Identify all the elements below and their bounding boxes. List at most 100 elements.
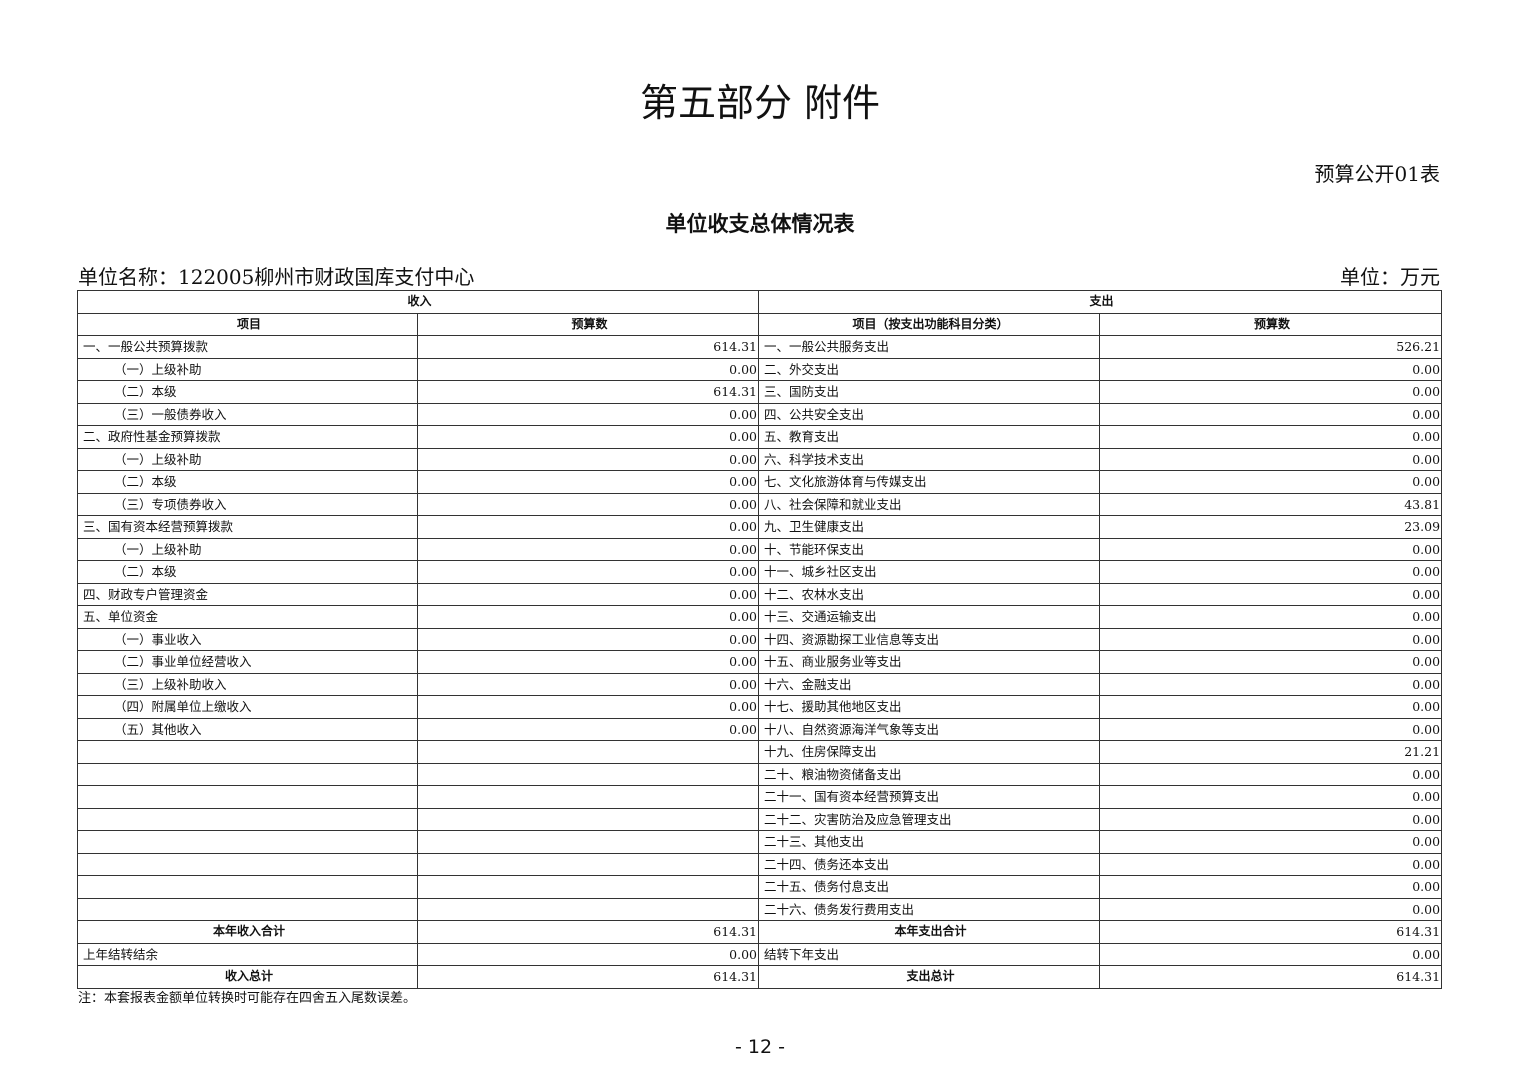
- expense-item: 二十一、国有资本经营预算支出: [758, 785, 1101, 809]
- expense-item: 七、文化旅游体育与传媒支出: [758, 470, 1101, 494]
- expense-budget: 0.00: [1099, 470, 1443, 494]
- expense-item: 十二、农林水支出: [758, 582, 1101, 606]
- expense-item: 十九、住房保障支出: [758, 740, 1101, 764]
- expense-budget: 0.00: [1099, 672, 1443, 696]
- income-budget: 0.00: [416, 402, 760, 426]
- income-budget: [416, 897, 760, 921]
- income-item: 四、财政专户管理资金: [77, 582, 418, 606]
- expense-budget: 0.00: [1099, 852, 1443, 876]
- expense-item: 二十四、债务还本支出: [758, 852, 1101, 876]
- expense-budget: 0.00: [1099, 537, 1443, 561]
- expense-budget: 0.00: [1099, 807, 1443, 831]
- income-item: [77, 897, 418, 921]
- expense-budget: 0.00: [1099, 897, 1443, 921]
- expense-item: 十、节能环保支出: [758, 537, 1101, 561]
- table-row: 二十五、债务付息支出 0.00: [77, 875, 1443, 899]
- income-header: 收入: [76, 290, 760, 314]
- expense-budget: 0.00: [1099, 650, 1443, 674]
- expense-item: 四、公共安全支出: [758, 402, 1101, 426]
- expense-budget: 23.09: [1099, 515, 1443, 539]
- table-row: （一）上级补助 0.00 十、节能环保支出 0.00: [77, 537, 1443, 561]
- expense-item: 三、国防支出: [758, 380, 1101, 404]
- carry-in-label: 上年结转结余: [77, 942, 418, 966]
- expense-item: 九、卫生健康支出: [758, 515, 1101, 539]
- expense-item: 八、社会保障和就业支出: [758, 492, 1101, 516]
- table-row: 二十、粮油物资储备支出 0.00: [77, 762, 1443, 786]
- carry-in-value: 0.00: [416, 942, 760, 966]
- income-item: （二）本级: [77, 380, 418, 404]
- income-item: （一）上级补助: [77, 537, 418, 561]
- expense-item: 二十三、其他支出: [758, 830, 1101, 854]
- income-budget: 614.31: [416, 335, 760, 359]
- income-budget: 0.00: [416, 357, 760, 381]
- table-row: （三）一般债券收入 0.00 四、公共安全支出 0.00: [77, 402, 1443, 426]
- table-row: （二）本级 614.31 三、国防支出 0.00: [77, 380, 1443, 404]
- income-item: [77, 740, 418, 764]
- expense-item: 六、科学技术支出: [758, 447, 1101, 471]
- table-code: 预算公开01表: [1314, 162, 1440, 186]
- expense-budget: 0.00: [1099, 785, 1443, 809]
- income-budget: [416, 875, 760, 899]
- expense-budget: 0.00: [1099, 717, 1443, 741]
- income-item: （三）一般债券收入: [77, 402, 418, 426]
- income-item-header: 项目: [77, 312, 418, 336]
- income-budget: 0.00: [416, 515, 760, 539]
- income-budget: 0.00: [416, 695, 760, 719]
- income-item: （二）本级: [77, 470, 418, 494]
- income-budget: 0.00: [416, 605, 760, 629]
- expense-item: 一、一般公共服务支出: [758, 335, 1101, 359]
- income-item: [77, 830, 418, 854]
- income-item: （四）附属单位上缴收入: [77, 695, 418, 719]
- expense-budget: 0.00: [1099, 605, 1443, 629]
- expense-total-label: 支出总计: [758, 965, 1101, 989]
- expense-budget: 0.00: [1099, 402, 1443, 426]
- income-budget: [416, 830, 760, 854]
- year-expense-value: 614.31: [1099, 920, 1443, 944]
- budget-table: 收入 支出 项目 预算数 项目（按支出功能科目分类） 预算数 一、一般公共预算拨款 614…: [76, 290, 1443, 989]
- income-item: （五）其他收入: [77, 717, 418, 741]
- expense-budget: 0.00: [1099, 695, 1443, 719]
- table-row: （一）上级补助 0.00 二、外交支出 0.00: [77, 357, 1443, 381]
- income-budget: 0.00: [416, 582, 760, 606]
- expense-item: 二十六、债务发行费用支出: [758, 897, 1101, 921]
- footnote: 注：本套报表金额单位转换时可能存在四舍五入尾数误差。: [78, 991, 417, 1006]
- income-budget: 0.00: [416, 470, 760, 494]
- expense-item: 十一、城乡社区支出: [758, 560, 1101, 584]
- expense-budget: 0.00: [1099, 830, 1443, 854]
- table-row: 十九、住房保障支出 21.21: [77, 740, 1443, 764]
- income-item: 五、单位资金: [77, 605, 418, 629]
- income-budget: 0.00: [416, 447, 760, 471]
- expense-budget: 0.00: [1099, 357, 1443, 381]
- expense-budget: 0.00: [1099, 380, 1443, 404]
- income-budget: 0.00: [416, 627, 760, 651]
- carry-out-label: 结转下年支出: [758, 942, 1101, 966]
- table-row: （四）附属单位上缴收入 0.00 十七、援助其他地区支出 0.00: [77, 695, 1443, 719]
- table-row: （三）专项债券收入 0.00 八、社会保障和就业支出 43.81: [77, 492, 1443, 516]
- expense-item: 五、教育支出: [758, 425, 1101, 449]
- expense-total-value: 614.31: [1099, 965, 1443, 989]
- table-row: （一）上级补助 0.00 六、科学技术支出 0.00: [77, 447, 1443, 471]
- expense-item: 十八、自然资源海洋气象等支出: [758, 717, 1101, 741]
- income-budget: 614.31: [416, 380, 760, 404]
- table-row: （二）事业单位经营收入 0.00 十五、商业服务业等支出 0.00: [77, 650, 1443, 674]
- expense-item: 十七、援助其他地区支出: [758, 695, 1101, 719]
- income-item: （三）上级补助收入: [77, 672, 418, 696]
- expense-budget: 0.00: [1099, 582, 1443, 606]
- table-row: 一、一般公共预算拨款 614.31 一、一般公共服务支出 526.21: [77, 335, 1443, 359]
- table-row: （二）本级 0.00 七、文化旅游体育与传媒支出 0.00: [77, 470, 1443, 494]
- expense-budget: 0.00: [1099, 627, 1443, 651]
- expense-item: 十六、金融支出: [758, 672, 1101, 696]
- income-item: [77, 762, 418, 786]
- expense-budget: 0.00: [1099, 875, 1443, 899]
- expense-item: 十五、商业服务业等支出: [758, 650, 1101, 674]
- income-budget: [416, 807, 760, 831]
- expense-item: 十三、交通运输支出: [758, 605, 1101, 629]
- income-item: （二）本级: [77, 560, 418, 584]
- table-row: 三、国有资本经营预算拨款 0.00 九、卫生健康支出 23.09: [77, 515, 1443, 539]
- expense-budget-header: 预算数: [1099, 312, 1443, 336]
- income-item: （一）上级补助: [77, 357, 418, 381]
- carry-out-value: 0.00: [1099, 942, 1443, 966]
- income-budget: [416, 785, 760, 809]
- expense-budget: 0.00: [1099, 425, 1443, 449]
